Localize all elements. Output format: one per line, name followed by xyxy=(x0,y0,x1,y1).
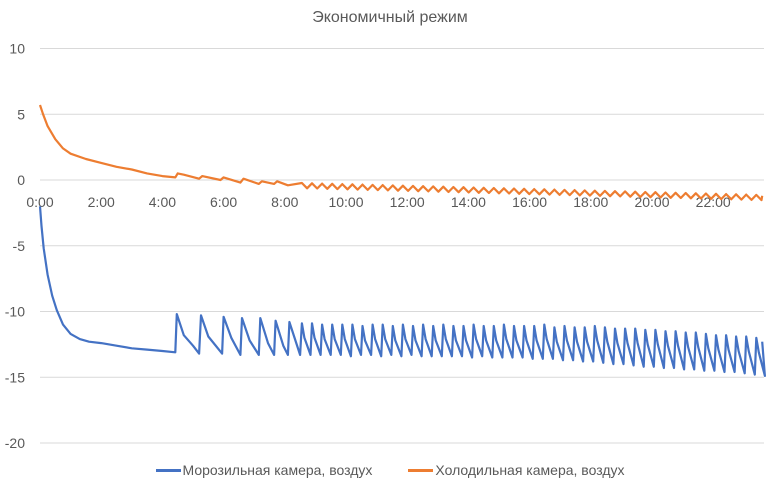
legend-item-fridge: Холодильная камера, воздух xyxy=(408,462,624,478)
x-tick-label: 8:00 xyxy=(271,194,298,210)
x-tick-label: 10:00 xyxy=(328,194,363,210)
x-tick-label: 18:00 xyxy=(573,194,608,210)
series-line-fridge xyxy=(38,104,764,202)
y-tick-label: -15 xyxy=(5,369,25,385)
x-tick-label: 2:00 xyxy=(88,194,115,210)
legend-swatch-fridge xyxy=(408,468,434,472)
legend-swatch-freezer xyxy=(155,468,181,472)
y-tick-label: -20 xyxy=(5,435,25,451)
y-tick-label: 10 xyxy=(9,41,25,57)
chart-title: Экономичный режим xyxy=(312,9,468,26)
y-tick-label: -5 xyxy=(13,238,26,254)
x-tick-label: 16:00 xyxy=(512,194,547,210)
x-tick-label: 4:00 xyxy=(149,194,176,210)
y-tick-label: -10 xyxy=(5,304,25,320)
chart-legend: Морозильная камера, воздух Холодильная к… xyxy=(0,462,780,478)
y-tick-label: 5 xyxy=(17,106,25,122)
x-tick-label: 12:00 xyxy=(390,194,425,210)
x-tick-label: 14:00 xyxy=(451,194,486,210)
x-tick-label: 0:00 xyxy=(26,194,53,210)
y-tick-label: 0 xyxy=(17,172,25,188)
legend-label-fridge: Холодильная камера, воздух xyxy=(435,462,625,478)
x-tick-label: 6:00 xyxy=(210,194,237,210)
series-line-freezer xyxy=(38,206,767,377)
legend-item-freezer: Морозильная камера, воздух xyxy=(155,462,373,478)
legend-label-freezer: Морозильная камера, воздух xyxy=(182,462,373,478)
